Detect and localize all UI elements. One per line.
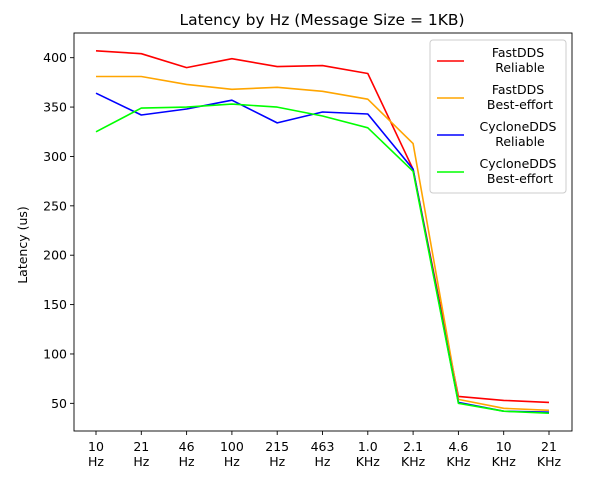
- legend-label-4: CycloneDDS Best-effort: [480, 156, 557, 186]
- chart-title: Latency by Hz (Message Size = 1KB): [179, 11, 464, 29]
- y-tick-label: 200: [43, 248, 67, 263]
- x-tick-label: 100 Hz: [220, 439, 244, 469]
- axes-frame: [73, 32, 573, 432]
- y-axis-label: Latency (us): [15, 206, 30, 284]
- y-tick-label: 400: [43, 50, 67, 65]
- x-tick-label: 10 KHz: [492, 439, 517, 469]
- series-line-1: [95, 50, 550, 404]
- y-tick-label: 100: [43, 346, 67, 361]
- x-tick-label: 10 Hz: [88, 439, 104, 469]
- plot-area: 10 Hz 21 Hz 46 Hz 100 Hz 215 Hz 463 Hz 1.0 KHz 2.1 KHz 4…: [43, 32, 573, 469]
- x-tick-label: 2.1 KHz: [401, 439, 426, 469]
- y-tick-label: 250: [43, 198, 67, 213]
- legend: FastDDS Reliable FastDDS Best-effort Cyclo…: [429, 39, 567, 194]
- x-tick-label: 21 Hz: [133, 439, 149, 469]
- series-line-4: [95, 103, 550, 414]
- y-tick-label: 300: [43, 149, 67, 164]
- x-tick-label: 21 KHz: [537, 439, 562, 469]
- y-tick-label: 150: [43, 297, 67, 312]
- x-tick-label: 1.0 KHz: [356, 439, 381, 469]
- y-tick-label: 50: [51, 396, 67, 411]
- series-line-2: [96, 75, 550, 412]
- y-tick-label: 350: [43, 100, 67, 115]
- x-tick-label: 463 Hz: [311, 439, 335, 469]
- legend-box: [429, 39, 567, 194]
- x-tick-label: 215 Hz: [265, 439, 289, 469]
- x-tick-label: 46 Hz: [179, 439, 195, 469]
- legend-label-3: CycloneDDS Reliable: [480, 119, 557, 149]
- legend-label-1: FastDDS Reliable: [491, 45, 545, 75]
- x-tick-label: 4.6 KHz: [446, 439, 471, 469]
- legend-label-2: FastDDS Best-effort: [483, 82, 553, 112]
